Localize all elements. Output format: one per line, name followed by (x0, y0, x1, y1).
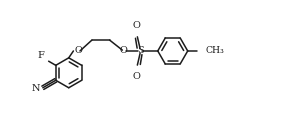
Text: O: O (120, 46, 128, 55)
Text: S: S (137, 46, 143, 55)
Text: O: O (132, 72, 140, 81)
Text: O: O (74, 46, 82, 55)
Text: F: F (38, 51, 45, 60)
Text: CH₃: CH₃ (205, 46, 224, 55)
Text: N: N (32, 84, 40, 93)
Text: O: O (132, 21, 140, 30)
